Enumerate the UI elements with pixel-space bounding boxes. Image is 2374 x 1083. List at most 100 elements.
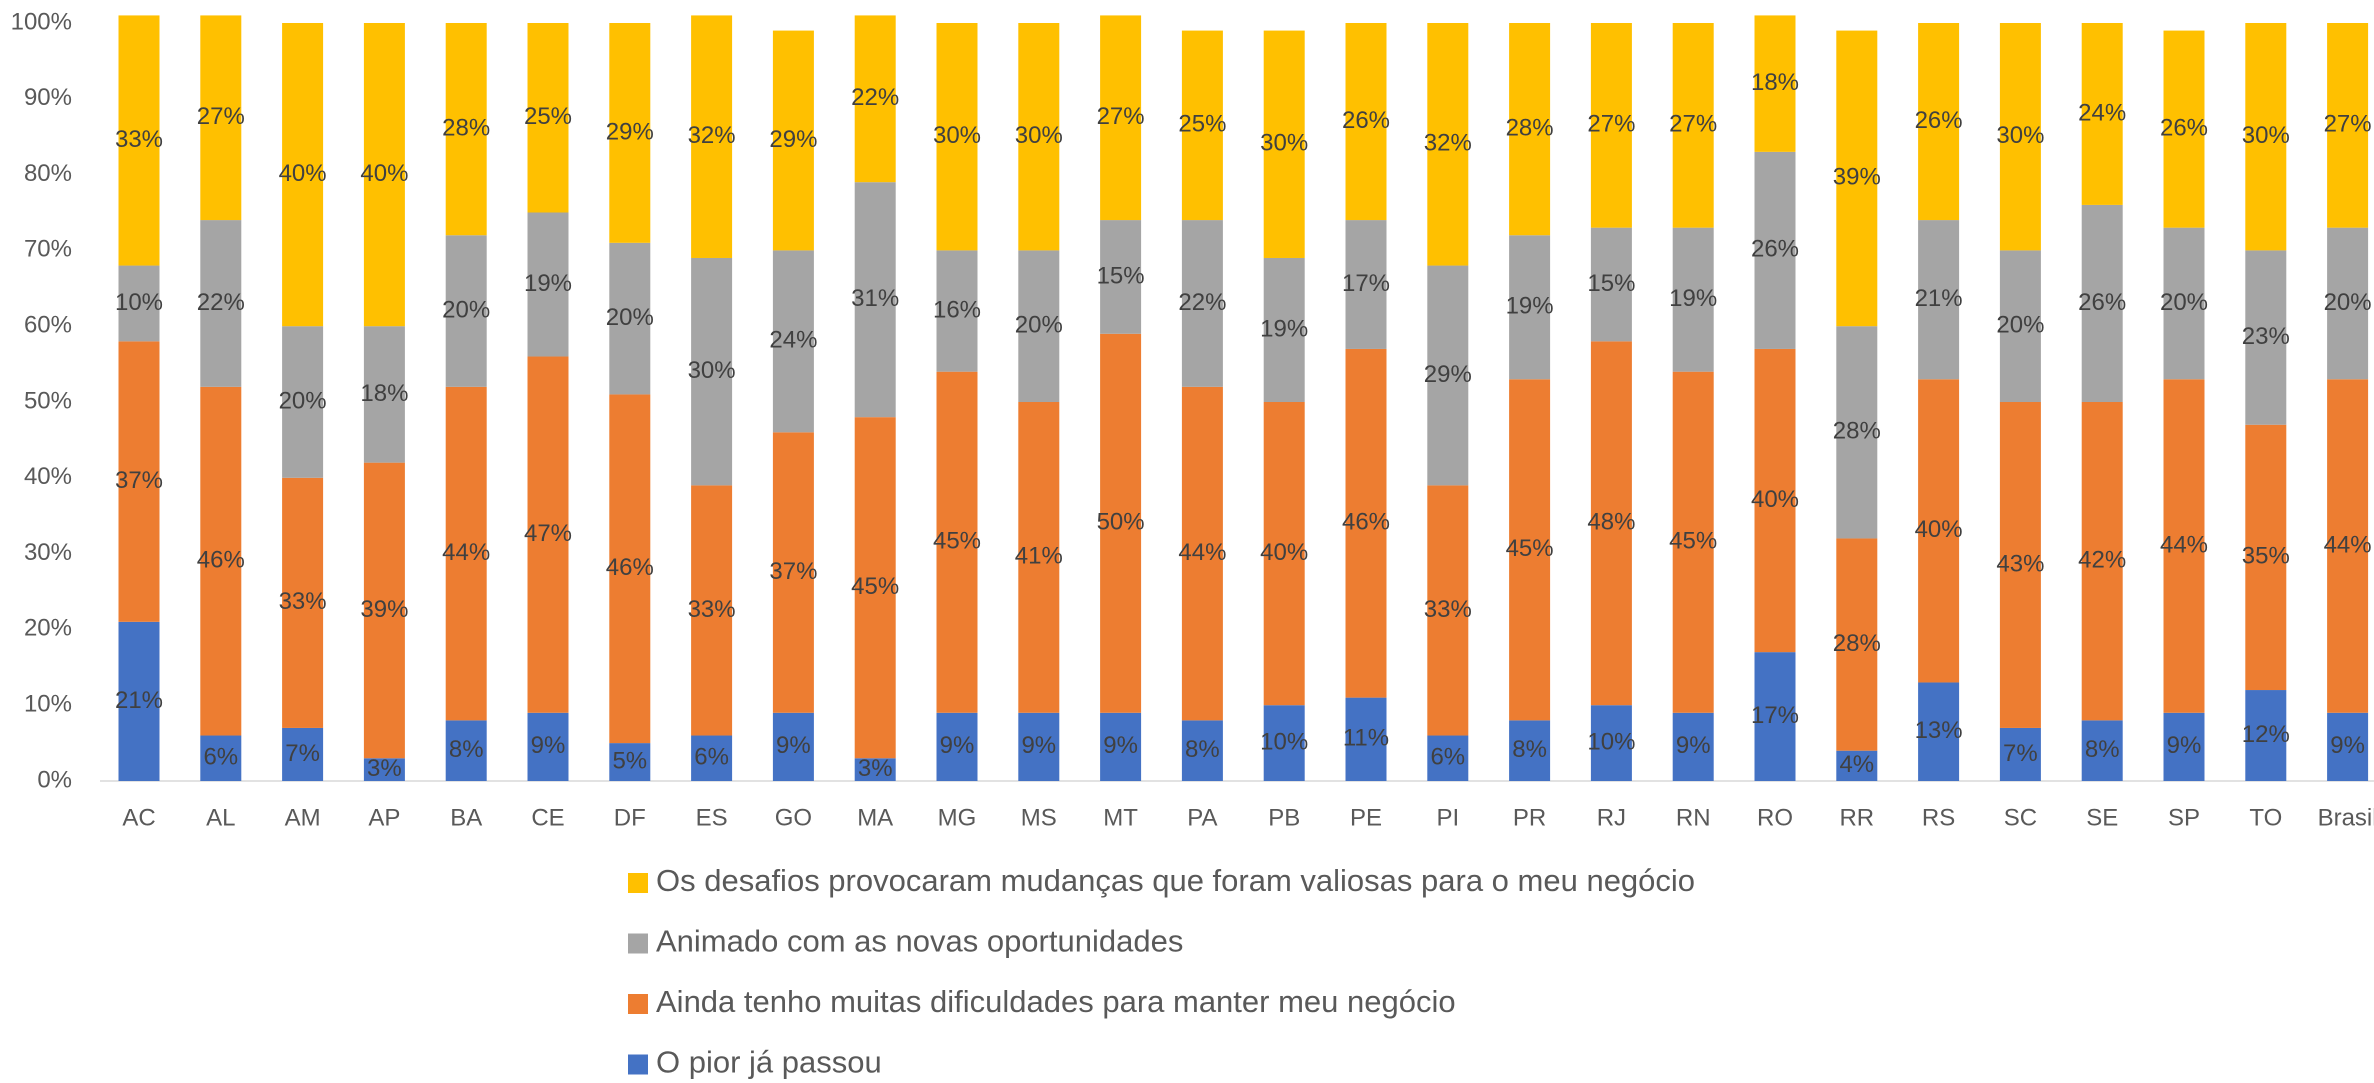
bar-segment <box>854 758 896 781</box>
bar-segment <box>2081 402 2123 721</box>
data-label: 50% <box>1097 509 1145 536</box>
data-label: 40% <box>279 160 327 187</box>
bar-segment <box>1754 348 1796 653</box>
bar-segment <box>1427 23 1469 266</box>
data-label: 39% <box>360 596 408 623</box>
data-label: 9% <box>1103 732 1138 759</box>
bar-segment <box>118 265 160 342</box>
data-label: 42% <box>2078 547 2126 574</box>
bar-segment <box>936 371 978 713</box>
bar-segment <box>118 341 160 622</box>
bar-segment <box>1754 151 1796 349</box>
data-label: 40% <box>1260 539 1308 566</box>
data-label: 46% <box>197 547 245 574</box>
bar-segment <box>2163 712 2205 781</box>
x-tick-label: PA <box>1187 804 1217 831</box>
data-label: 33% <box>115 126 163 153</box>
bar-segment <box>363 23 405 327</box>
data-label: 29% <box>1424 361 1472 388</box>
bar-segment <box>1345 348 1387 698</box>
data-label: 12% <box>2242 721 2290 748</box>
data-label: 33% <box>1424 596 1472 623</box>
x-tick-label: RO <box>1757 804 1793 831</box>
bar-segment <box>1263 257 1305 402</box>
data-label: 26% <box>1342 107 1390 134</box>
data-label: 7% <box>285 740 320 767</box>
data-label: 22% <box>1178 289 1226 316</box>
bar-segment <box>2327 227 2369 380</box>
data-label: 9% <box>776 732 811 759</box>
bar-segment <box>1590 705 1632 781</box>
data-label: 18% <box>1751 69 1799 96</box>
bar-segment <box>282 727 324 781</box>
bar-segment <box>609 743 651 781</box>
bar-segment <box>1018 250 1060 402</box>
y-tick-label: 70% <box>24 236 72 263</box>
data-label: 28% <box>1506 114 1554 141</box>
data-label: 17% <box>1342 270 1390 297</box>
data-label: 26% <box>2078 289 2126 316</box>
data-label: 9% <box>2167 732 2202 759</box>
bar-segment <box>445 235 487 387</box>
bar-segment <box>2163 379 2205 713</box>
data-label: 5% <box>612 747 647 774</box>
bar-segment <box>772 30 814 251</box>
x-tick-label: AL <box>206 804 235 831</box>
x-tick-label: GO <box>775 804 812 831</box>
data-label: 37% <box>115 467 163 494</box>
y-tick-label: 0% <box>37 766 72 793</box>
bar-segment <box>609 23 651 243</box>
x-tick-label: TO <box>2249 804 2282 831</box>
bar-segment <box>363 462 405 759</box>
bar-segment <box>1999 250 2041 402</box>
data-label: 9% <box>2330 732 2365 759</box>
data-label: 20% <box>442 296 490 323</box>
x-tick-label: CE <box>531 804 564 831</box>
x-tick-label: SE <box>2086 804 2118 831</box>
data-label: 19% <box>1669 285 1717 312</box>
bar-segment <box>609 242 651 395</box>
data-label: 19% <box>1260 315 1308 342</box>
data-label: 44% <box>2324 531 2372 558</box>
bar-segment <box>2327 379 2369 713</box>
data-label: 28% <box>442 114 490 141</box>
bar-segment <box>854 15 896 183</box>
legend-label: Ainda tenho muitas dificuldades para man… <box>656 984 1456 1019</box>
data-label: 18% <box>360 380 408 407</box>
bar-segment <box>2081 23 2123 205</box>
data-label: 7% <box>2003 740 2038 767</box>
data-label: 26% <box>1751 236 1799 263</box>
data-label: 20% <box>2160 289 2208 316</box>
x-tick-label: PB <box>1268 804 1300 831</box>
data-label: 45% <box>1506 535 1554 562</box>
x-tick-label: RN <box>1676 804 1711 831</box>
data-label: 45% <box>1669 528 1717 555</box>
data-label: 11% <box>1343 725 1389 752</box>
bar-segment <box>2245 690 2287 781</box>
x-tick-label: MS <box>1021 804 1057 831</box>
bar-segment <box>1672 712 1714 781</box>
x-tick-label: AM <box>285 804 321 831</box>
data-label: 4% <box>1839 751 1874 778</box>
bar-segment <box>772 712 814 781</box>
bar-segment <box>2081 720 2123 781</box>
bar-segment <box>282 326 324 478</box>
data-label: 22% <box>851 84 899 111</box>
x-tick-label: MA <box>857 804 893 831</box>
data-label: 48% <box>1587 509 1635 536</box>
x-tick-label: RJ <box>1597 804 1626 831</box>
data-label: 17% <box>1751 702 1799 729</box>
x-tick-label: SC <box>2004 804 2037 831</box>
data-label: 31% <box>851 285 899 312</box>
bar-segment <box>2245 23 2287 251</box>
y-tick-label: 90% <box>24 84 72 111</box>
data-label: 9% <box>531 732 566 759</box>
data-label: 3% <box>858 755 893 782</box>
bar-segment <box>118 15 160 266</box>
y-tick-label: 20% <box>24 615 72 642</box>
data-label: 6% <box>1430 744 1465 771</box>
bar-segment <box>200 220 242 387</box>
bar-segment <box>1590 23 1632 228</box>
y-tick-label: 40% <box>24 463 72 490</box>
bar-segment <box>1918 23 1960 221</box>
